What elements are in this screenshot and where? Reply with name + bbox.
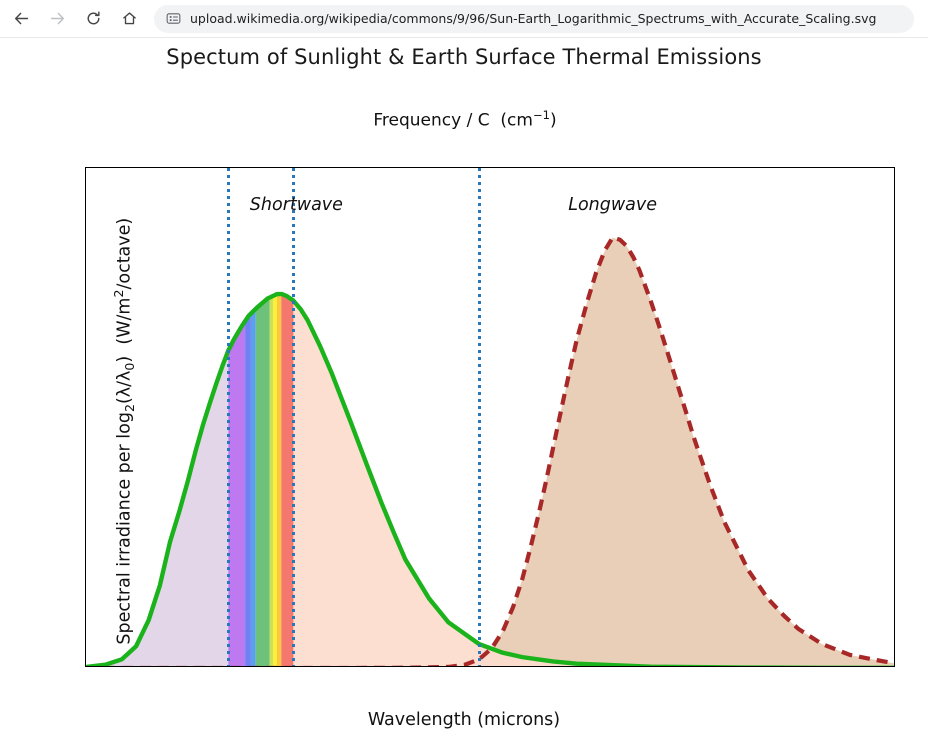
era-label-longwave: Longwave [568,195,658,216]
divider-line-2 [291,168,295,666]
address-bar[interactable]: upload.wikimedia.org/wikipedia/commons/9… [154,4,914,33]
reload-icon[interactable] [78,4,108,34]
home-icon[interactable] [114,4,144,34]
era-label-shortwave: Shortwave [249,195,343,216]
url-text: upload.wikimedia.org/wikipedia/commons/9… [190,11,877,26]
earth-emission-curve [86,235,894,666]
y-axis-title: Spectral irradiance per log2(λ/λ0) (W/m2… [110,217,138,645]
top-axis-title: Frequency / C (cm−1) [373,108,557,131]
visible-band-7 [276,294,282,666]
divider-line-3 [477,168,481,666]
ultraviolet-fill [94,350,229,666]
visible-band-3 [250,308,256,666]
browser-toolbar: upload.wikimedia.org/wikipedia/commons/9… [0,0,928,38]
earth-emission-fill [455,237,894,666]
spectrum-plot [86,235,894,666]
visible-band-4 [255,297,270,666]
site-settings-icon[interactable] [166,11,181,26]
divider-line-1 [226,168,230,666]
shortwave-infrared-fill [293,300,634,666]
visible-band-8 [281,294,294,666]
page-title: Spectum of Sunlight & Earth Surface Ther… [166,45,762,69]
plot-frame: Shortwave Longwave Spectral irradiance pe… [85,167,895,667]
plot-canvas: Shortwave Longwave [86,168,894,666]
back-arrow-icon[interactable] [6,4,36,34]
chart-container: Spectum of Sunlight & Earth Surface Ther… [0,38,928,734]
visible-band-5 [269,295,273,666]
visible-band-6 [272,294,277,666]
forward-arrow-icon[interactable] [42,4,72,34]
visible-band-1 [228,321,246,666]
x-axis-title: Wavelength (microns) [367,710,561,730]
sunlight-curve [86,291,894,666]
visible-band-2 [245,313,251,666]
